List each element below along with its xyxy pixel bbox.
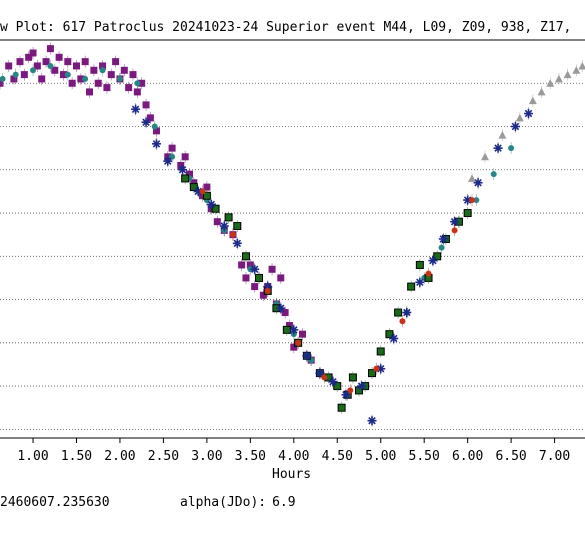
x-tick-label: 4.00 <box>278 449 309 464</box>
x-tick-label: 2.50 <box>148 449 179 464</box>
data-point <box>0 79 4 87</box>
data-points <box>0 42 585 427</box>
alpha-value: 6.9 <box>272 495 296 510</box>
x-tick-label: 3.50 <box>235 449 266 464</box>
jd0-value: 2460607.235630 <box>0 495 110 510</box>
x-tick-label: 5.00 <box>365 449 396 464</box>
grid-lines <box>0 82 585 430</box>
x-tick-label: 1.00 <box>17 449 48 464</box>
plot-frame <box>0 39 585 439</box>
x-tick-label: 4.50 <box>322 449 353 464</box>
x-tick-label: 6.50 <box>495 449 526 464</box>
alpha-label: alpha(JDo): <box>180 495 267 510</box>
x-tick-label: 7.00 <box>539 449 570 464</box>
alpha-readout: alpha(JDo): 6.9 <box>180 495 296 510</box>
x-tick-label: 1.50 <box>61 449 92 464</box>
x-tick-label: 2.00 <box>104 449 135 464</box>
x-tick-label: 3.00 <box>191 449 222 464</box>
x-axis-label: Hours <box>272 467 312 482</box>
data-point <box>578 61 585 70</box>
x-tick-label: 6.00 <box>452 449 483 464</box>
x-tick-label: 5.50 <box>409 449 440 464</box>
x-axis-ticks: 1.00 1.50 2.00 2.50 3.00 3.50 4.00 4.50 5.00 5.50… <box>17 438 570 464</box>
chart-title: w Plot: 617 Patroclus 20241023-24 Superi… <box>0 20 572 35</box>
